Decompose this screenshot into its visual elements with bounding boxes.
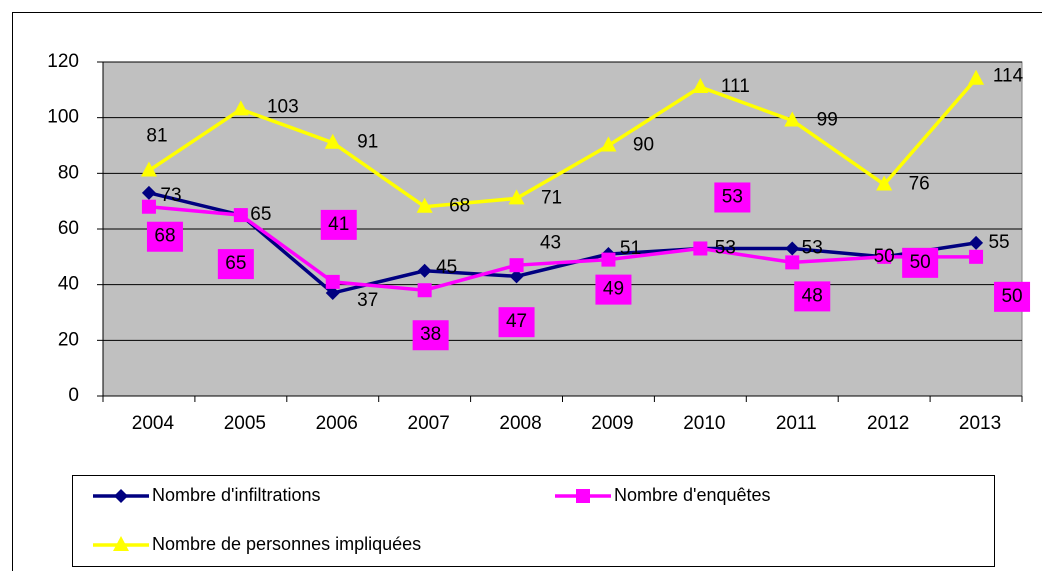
data-point xyxy=(233,208,248,223)
legend-box xyxy=(72,475,995,567)
data-label: 47 xyxy=(506,311,527,332)
data-label: 76 xyxy=(909,173,930,194)
data-point xyxy=(417,263,432,278)
data-label-box xyxy=(498,307,535,338)
x-tick-label: 2009 xyxy=(591,413,633,434)
data-point xyxy=(969,235,984,250)
data-label: 45 xyxy=(436,257,457,278)
legend-label: Nombre d'enquêtes xyxy=(614,485,771,505)
data-point xyxy=(141,199,156,214)
legend-label: Nombre d'infiltrations xyxy=(152,485,321,505)
data-label: 50 xyxy=(1001,286,1022,307)
data-label: 68 xyxy=(449,196,470,217)
data-label: 71 xyxy=(541,187,562,208)
data-label-box xyxy=(902,247,939,278)
x-tick-label: 2004 xyxy=(132,413,175,434)
data-label: 114 xyxy=(993,66,1024,87)
data-label: 55 xyxy=(988,232,1009,253)
data-label-box xyxy=(412,320,449,351)
data-point xyxy=(141,185,156,200)
x-tick-label: 2005 xyxy=(224,413,266,434)
data-label: 90 xyxy=(633,135,654,156)
data-label-box xyxy=(595,274,632,305)
data-label: 68 xyxy=(154,226,175,247)
data-label-box xyxy=(146,221,183,252)
data-label: 65 xyxy=(250,204,271,225)
data-point xyxy=(509,269,524,284)
data-point xyxy=(324,133,341,149)
data-label: 49 xyxy=(603,279,624,300)
legend-label: Nombre de personnes impliquées xyxy=(152,534,421,554)
data-point xyxy=(140,161,157,177)
x-tick-label: 2008 xyxy=(499,413,541,434)
data-label: 53 xyxy=(722,186,743,207)
data-point xyxy=(785,241,800,256)
data-label: 65 xyxy=(225,253,246,274)
data-point xyxy=(325,274,340,289)
series-line xyxy=(147,77,978,209)
data-point xyxy=(969,249,984,264)
data-point xyxy=(692,78,709,94)
y-tick-label: 40 xyxy=(58,274,79,295)
data-point xyxy=(693,241,708,256)
data-label: 53 xyxy=(715,237,736,258)
data-label: 51 xyxy=(620,238,641,259)
y-tick-label: 60 xyxy=(58,218,79,239)
data-point xyxy=(508,189,525,205)
data-label-box xyxy=(217,249,254,280)
data-point xyxy=(232,100,249,116)
y-tick-label: 0 xyxy=(68,385,79,406)
data-point xyxy=(509,258,524,273)
data-label: 53 xyxy=(802,237,823,258)
data-point xyxy=(784,111,801,127)
data-label: 41 xyxy=(328,214,349,235)
data-label: 81 xyxy=(146,126,167,147)
data-point xyxy=(325,286,340,301)
y-tick-label: 20 xyxy=(58,329,79,350)
data-label: 43 xyxy=(540,232,561,253)
data-point xyxy=(416,197,433,213)
legend-marker xyxy=(576,489,590,503)
data-label: 50 xyxy=(874,246,895,267)
data-point xyxy=(417,283,432,298)
data-label: 103 xyxy=(267,96,299,117)
data-point xyxy=(600,136,617,152)
data-point xyxy=(876,175,893,191)
x-tick-label: 2012 xyxy=(867,413,909,434)
data-label: 38 xyxy=(420,324,441,345)
data-label: 50 xyxy=(910,252,931,273)
legend-marker xyxy=(114,489,128,503)
data-label: 37 xyxy=(357,290,378,311)
data-label: 111 xyxy=(721,76,750,97)
data-label-box xyxy=(714,182,751,213)
data-label: 73 xyxy=(160,185,181,206)
y-tick-label: 100 xyxy=(47,107,79,128)
data-label: 48 xyxy=(802,285,823,306)
legend-marker xyxy=(113,536,129,551)
x-tick-label: 2011 xyxy=(776,413,817,434)
y-tick-label: 80 xyxy=(58,162,79,183)
data-point xyxy=(877,249,892,264)
series-line xyxy=(148,204,977,293)
x-tick-label: 2006 xyxy=(316,413,358,434)
data-point xyxy=(601,252,616,267)
data-label: 99 xyxy=(817,109,838,130)
data-label-box xyxy=(320,209,357,240)
data-label-box xyxy=(994,281,1031,312)
data-label-box xyxy=(794,281,831,312)
series-line xyxy=(148,191,977,295)
x-tick-label: 2010 xyxy=(683,413,725,434)
y-tick-label: 120 xyxy=(47,51,79,72)
data-point xyxy=(968,69,985,85)
x-tick-label: 2007 xyxy=(408,413,450,434)
x-tick-label: 2013 xyxy=(959,413,1001,434)
data-label: 91 xyxy=(357,132,378,153)
data-point xyxy=(785,255,800,270)
